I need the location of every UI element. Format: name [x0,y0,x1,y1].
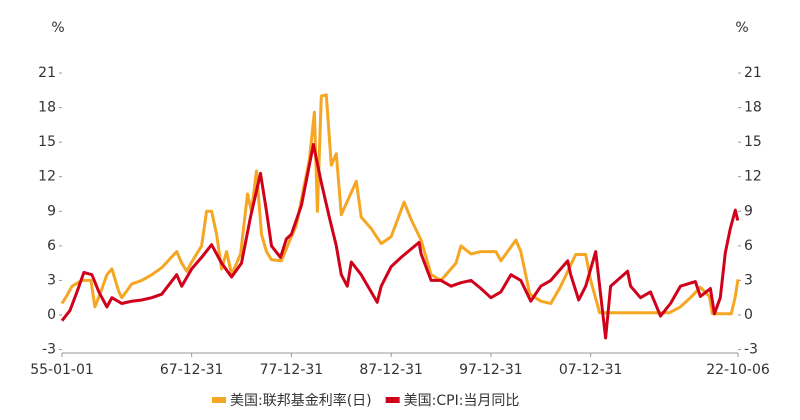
x-tick-label: 87-12-31 [359,362,423,378]
y2-tick-label: 0 [744,307,753,323]
y2-tick-label: -3 [744,342,758,358]
legend-swatch [385,397,400,403]
y2-axis-unit: % [735,20,748,36]
legend-label: 美国:联邦基金利率(日) [230,392,372,409]
y2-tick-label: 18 [744,100,762,116]
y-tick-label: 21 [38,65,56,81]
legend-swatch [212,397,226,403]
y-axis-unit: % [51,20,64,36]
series-line [60,143,740,340]
x-tick-label: 22-10-06 [706,362,770,378]
y-tick-label: 12 [38,169,56,185]
x-tick-label: 77-12-31 [260,362,324,378]
y2-tick-label: 12 [744,169,762,185]
y2-tick-label: 6 [744,238,753,254]
y-tick-label: 6 [47,238,56,254]
y-tick-label: 0 [47,307,56,323]
series-line [60,93,740,316]
y2-tick-label: 21 [744,65,762,81]
x-tick-label: 97-12-31 [459,362,523,378]
y-tick-label: 9 [47,203,56,219]
y-tick-label: 3 [47,272,56,288]
x-tick-label: 67-12-31 [160,362,224,378]
y-tick-label: 15 [38,134,56,150]
y-tick-label: -3 [42,342,56,358]
x-tick-label: 55-01-01 [30,362,94,378]
legend-label: 美国:CPI:当月同比 [404,393,520,409]
y2-tick-label: 9 [744,203,753,219]
y-tick-label: 18 [38,100,56,116]
y2-tick-label: 15 [744,134,762,150]
x-tick-label: 07-12-31 [559,362,623,378]
y2-tick-label: 3 [744,272,753,288]
